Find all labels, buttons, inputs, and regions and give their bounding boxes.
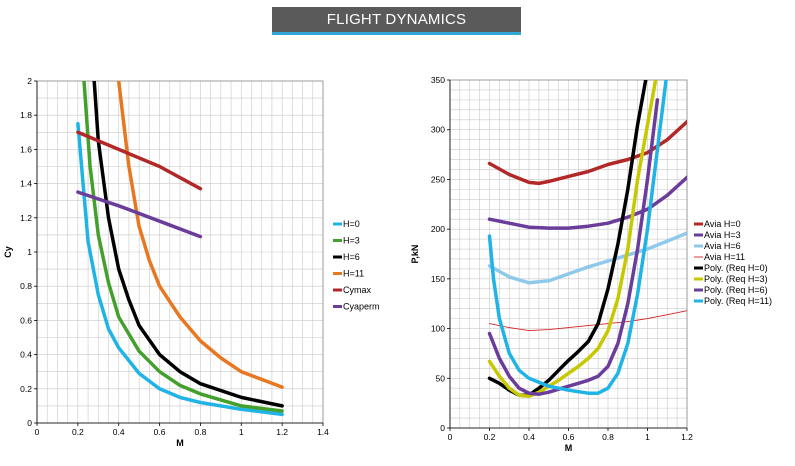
chart2-legend-label-avia-h-6: Avia H=6 — [704, 241, 741, 251]
chart1-x-tick-label: 0 — [35, 427, 40, 437]
chart1-series-h-3 — [82, 81, 284, 413]
chart2-x-tick-label: 0.6 — [563, 432, 575, 442]
chart1-legend-label-h-11: H=11 — [343, 269, 364, 279]
chart1-x-axis-label: M — [176, 438, 184, 448]
chart1-series-cyaperm — [76, 190, 203, 239]
chart2-y-axis-label: P,kN — [410, 245, 420, 264]
chart2-legend-label-poly-req-h-0: Poly. (Req H=0) — [704, 263, 768, 273]
chart2-y-tick-label: 0 — [440, 423, 445, 433]
chart1-y-axis-label: Cy — [3, 246, 13, 258]
chart2-x-tick-label: 1 — [645, 432, 650, 442]
chart2-series-poly-req-h-11 — [487, 80, 668, 395]
chart1-y-tick-label: 1.8 — [20, 110, 32, 120]
chart1-series-h-6 — [92, 81, 284, 408]
chart2-legend-label-avia-h-3: Avia H=3 — [704, 230, 741, 240]
chart1-legend-label-cyaperm: Cyaperm — [343, 302, 380, 312]
chart1-y-tick-label: 1.6 — [20, 144, 32, 154]
chart1-legend-label-cymax: Cymax — [343, 285, 372, 295]
chart1-y-tick-label: 1.4 — [20, 179, 32, 189]
chart2-legend-label-avia-h-0: Avia H=0 — [704, 219, 741, 229]
chart2-y-tick-label: 350 — [431, 75, 445, 85]
chart1-y-tick-label: 1 — [27, 247, 32, 257]
chart2-legend-label-poly-req-h-11: Poly. (Req H=11) — [704, 296, 772, 306]
chart1-y-tick-label: 0.6 — [20, 315, 32, 325]
chart1-x-tick-label: 1.2 — [276, 427, 288, 437]
chart2-legend-label-poly-req-h-3: Poly. (Req H=3) — [704, 274, 768, 284]
chart2-series-poly-req-h-6 — [487, 98, 660, 396]
chart1-y-tick-label: 0.8 — [20, 281, 32, 291]
chart2-x-tick-label: 1.2 — [681, 432, 693, 442]
chart1-x-tick-label: 0.8 — [195, 427, 207, 437]
chart2-series-avia-h-6 — [487, 231, 687, 285]
chart1-y-tick-label: 0 — [27, 418, 32, 428]
chart1-legend: H=0 H=3 H=6 H=11 Cymax Cyaperm — [333, 219, 380, 312]
chart2-x-tick-label: 0 — [448, 432, 453, 442]
chart1-series-group — [76, 81, 284, 417]
chart1-y-tick-label: 0.4 — [20, 350, 32, 360]
chart2-y-tick-label: 300 — [431, 125, 445, 135]
chart2-series-group — [487, 80, 687, 398]
chart2-x-tick-label: 0.2 — [484, 432, 496, 442]
chart2-y-tick-label: 100 — [431, 324, 445, 334]
chart1-y-tick-label: 1.2 — [20, 213, 32, 223]
chart2-series-avia-h-11 — [489, 310, 687, 332]
chart1-x-tick-label: 0.4 — [113, 427, 125, 437]
chart1-y-tick-label: 2 — [27, 76, 32, 86]
page-title: FLIGHT DYNAMICS — [272, 7, 521, 35]
chart2-series-poly-req-h-3 — [487, 80, 658, 398]
chart1-legend-label-h-6: H=6 — [343, 252, 360, 262]
chart1-legend-label-h-0: H=0 — [343, 219, 360, 229]
chart1-x-tick-label: 0.6 — [154, 427, 166, 437]
chart2-x-axis-label: M — [565, 443, 573, 453]
chart2-series-avia-h-3 — [487, 175, 687, 230]
chart1-series-cymax — [76, 130, 203, 191]
chart1-x-tick-label: 0.2 — [72, 427, 84, 437]
cy-vs-mach-chart: 0 0.2 0.4 0.6 0.8 1 1.2 1.4 0 0.2 0.4 0.6 0.8 1 1.2 1.4… — [3, 76, 380, 448]
chart1-y-tick-label: 0.2 — [20, 384, 32, 394]
chart1-legend-label-h-3: H=3 — [343, 236, 360, 246]
chart2-legend-label-avia-h-11: Avia H=11 — [704, 252, 745, 262]
chart2-y-tick-label: 250 — [431, 174, 445, 184]
chart2-y-tick-label: 200 — [431, 224, 445, 234]
chart2-x-tick-label: 0.4 — [523, 432, 535, 442]
chart2-grid — [449, 79, 688, 429]
chart1-x-tick-label: 1.4 — [317, 427, 329, 437]
chart1-series-h-0 — [76, 122, 284, 417]
chart2-y-tick-label: 150 — [431, 274, 445, 284]
chart2-legend-label-poly-req-h-6: Poly. (Req H=6) — [704, 285, 768, 295]
chart1-x-tick-label: 1 — [239, 427, 244, 437]
chart2-x-tick-label: 0.8 — [602, 432, 614, 442]
chart2-y-tick-label: 50 — [436, 373, 446, 383]
thrust-vs-mach-chart: 0 0.2 0.4 0.6 0.8 1 1.2 0 50 100 150 200 250 300 350 M P… — [410, 75, 772, 453]
chart1-series-h-11 — [116, 81, 284, 389]
